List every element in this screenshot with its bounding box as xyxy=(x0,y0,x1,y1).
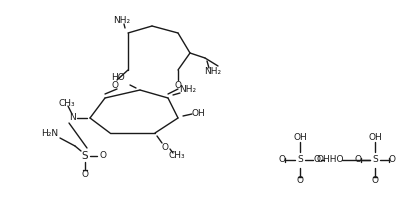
Text: O: O xyxy=(81,170,88,179)
Text: S: S xyxy=(82,151,88,161)
Text: O: O xyxy=(100,152,107,160)
Text: OHHO: OHHO xyxy=(316,155,344,165)
Text: HO: HO xyxy=(111,73,125,82)
Text: NH₂: NH₂ xyxy=(179,85,197,94)
Text: H₂N: H₂N xyxy=(42,129,59,138)
Text: O: O xyxy=(112,80,119,90)
Text: O: O xyxy=(174,80,181,90)
Text: NH₂: NH₂ xyxy=(205,68,222,77)
Text: O: O xyxy=(296,175,303,184)
Text: O: O xyxy=(161,143,168,152)
Text: O: O xyxy=(388,155,395,165)
Text: O: O xyxy=(313,155,320,165)
Text: OH: OH xyxy=(191,109,205,118)
Text: S: S xyxy=(297,155,303,165)
Text: O: O xyxy=(354,155,361,165)
Text: NH₂: NH₂ xyxy=(113,17,131,26)
Text: N: N xyxy=(68,114,76,123)
Text: OH: OH xyxy=(293,133,307,143)
Text: O: O xyxy=(371,175,378,184)
Text: S: S xyxy=(372,155,378,165)
Text: O: O xyxy=(278,155,286,165)
Text: CH₃: CH₃ xyxy=(168,150,186,160)
Text: CH₃: CH₃ xyxy=(59,99,75,109)
Text: OH: OH xyxy=(368,133,382,143)
